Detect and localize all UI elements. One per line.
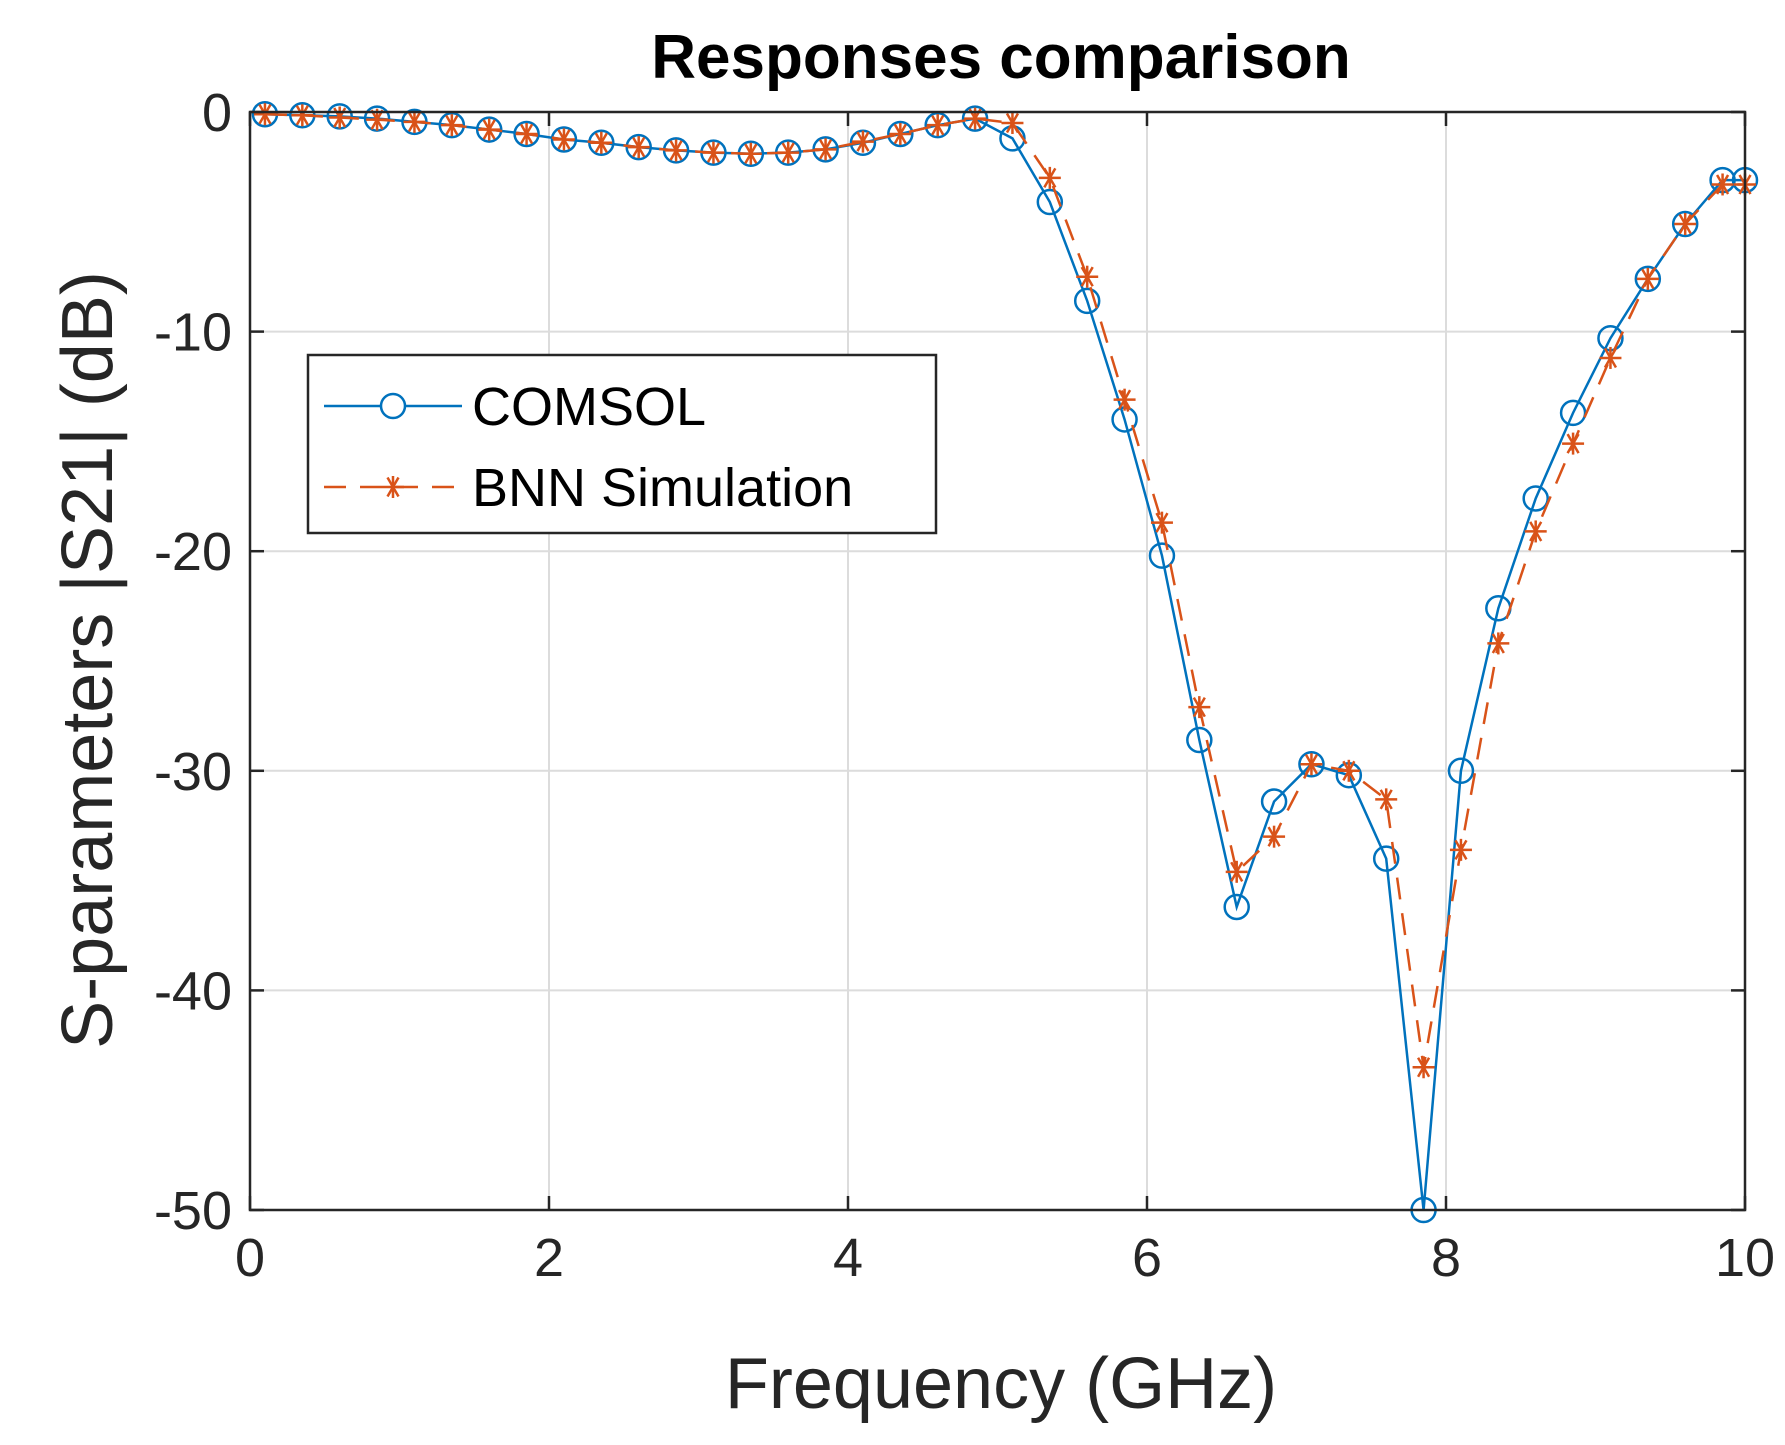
data-point-bnn [1225, 860, 1248, 883]
data-point-bnn [1487, 632, 1510, 655]
data-point-bnn [291, 104, 314, 127]
data-point-comsol [475, 116, 503, 143]
data-point-bnn [552, 128, 575, 151]
legend-asterisk-marker [382, 476, 404, 498]
data-point-bnn [1076, 265, 1099, 288]
series-line-bnn [264, 112, 1745, 1068]
data-point-bnn [1636, 267, 1659, 290]
y-tick-label: 0 [202, 83, 232, 143]
y-tick-label: -40 [154, 961, 232, 1021]
data-point-bnn [1337, 759, 1360, 782]
y-axis-label: S-parameters |S21| (dB) [48, 271, 128, 1049]
data-point-comsol [1559, 399, 1587, 427]
data-point-bnn [1599, 346, 1622, 369]
y-tick-label: -30 [154, 742, 232, 802]
data-point-comsol [1671, 210, 1699, 238]
data-point-comsol [1447, 757, 1475, 785]
x-tick-label: 2 [534, 1228, 564, 1288]
data-point-bnn [1375, 788, 1398, 811]
data-point-bnn [1562, 432, 1585, 455]
legend-circle-marker [379, 392, 407, 420]
data-point-comsol [513, 120, 540, 148]
plot-series [251, 100, 1759, 1224]
data-point-bnn [777, 141, 800, 164]
legend-label-comsol: COMSOL [472, 377, 706, 437]
x-tick-label: 10 [1715, 1228, 1775, 1288]
data-point-bnn [926, 114, 949, 137]
x-tick-label: 0 [235, 1228, 265, 1288]
x-tick-label: 6 [1132, 1228, 1162, 1288]
data-point-bnn [478, 118, 501, 141]
legend-marker-bnn [382, 476, 404, 498]
data-point-bnn [627, 136, 650, 159]
data-point-comsol [961, 105, 989, 132]
data-point-bnn [889, 122, 912, 145]
axis-ticks: 0 2 4 6 8 10 0 -10 -20 -30 -40 -50 [154, 83, 1775, 1288]
data-point-bnn [1412, 1056, 1435, 1079]
data-point-bnn [403, 110, 426, 133]
data-point-bnn [440, 114, 463, 137]
data-point-comsol [625, 133, 652, 161]
legend-box [306, 353, 938, 535]
data-point-bnn [702, 141, 725, 164]
data-point-bnn [1263, 825, 1286, 848]
x-axis-label: Frequency (GHz) [725, 1344, 1277, 1424]
data-point-bnn [665, 139, 688, 162]
data-point-comsol [1260, 788, 1288, 815]
data-point-comsol [1372, 845, 1400, 872]
data-point-comsol [887, 120, 914, 148]
data-point-bnn [1001, 111, 1024, 134]
data-point-comsol [1073, 287, 1101, 315]
data-point-bnn [253, 103, 276, 126]
data-point-comsol [1036, 188, 1064, 216]
data-point-bnn [851, 130, 874, 153]
data-point-comsol [1186, 726, 1213, 754]
data-point-bnn [1113, 388, 1136, 411]
data-point-comsol [1634, 265, 1662, 293]
data-point-bnn [1711, 173, 1734, 196]
y-tick-label: -50 [154, 1181, 232, 1241]
series-line-comsol [264, 112, 1745, 1211]
data-point-bnn [515, 122, 538, 145]
data-point-comsol [1522, 485, 1549, 512]
data-point-bnn [1188, 696, 1211, 719]
axes-box [248, 110, 1747, 1212]
data-point-bnn [1449, 838, 1472, 861]
data-point-bnn [739, 142, 762, 165]
data-point-comsol [550, 126, 578, 153]
data-point-comsol [1298, 750, 1325, 778]
y-tick-label: -20 [154, 522, 232, 582]
legend-marker-comsol [379, 392, 407, 420]
x-tick-label: 4 [833, 1228, 863, 1288]
data-point-bnn [1524, 520, 1547, 543]
data-point-bnn [814, 138, 837, 161]
data-point-bnn [590, 131, 613, 154]
data-point-bnn [1038, 166, 1061, 189]
grid-lines [250, 112, 1745, 1210]
data-point-comsol [1148, 542, 1176, 569]
data-point-bnn [1300, 753, 1323, 776]
data-point-comsol [1223, 893, 1250, 921]
legend-label-bnn: BNN Simulation [472, 458, 853, 518]
data-point-bnn [1150, 511, 1173, 534]
legend: COMSOL BNN Simulation [306, 353, 938, 535]
y-tick-label: -10 [154, 303, 232, 363]
data-point-bnn [1674, 212, 1697, 235]
chart-title: Responses comparison [651, 23, 1350, 92]
x-tick-label: 8 [1431, 1228, 1461, 1288]
